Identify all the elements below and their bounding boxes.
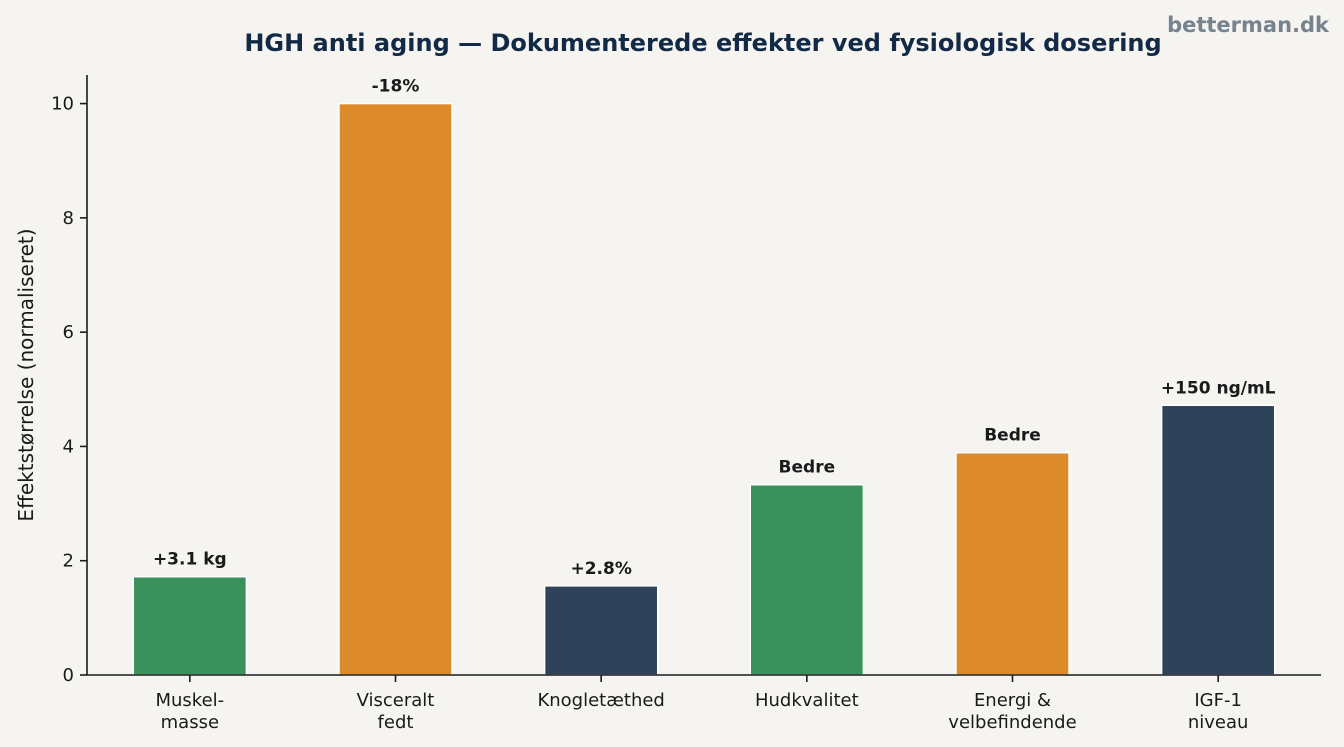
bar-value-label: +150 ng/mL [1161, 378, 1276, 398]
y-tick-label: 10 [51, 94, 74, 115]
x-tick-label: Energi & velbefindende [948, 690, 1076, 733]
bar [1160, 404, 1276, 676]
bar-value-labels: +3.1 kg -18% +2.8% Bedre Bedre +150 ng/mL [153, 77, 1276, 579]
bar-value-label: Bedre [779, 458, 836, 478]
y-axis-ticks: 0 2 4 6 8 10 [51, 94, 87, 686]
y-tick-label: 4 [63, 436, 74, 457]
y-tick-label: 6 [63, 322, 74, 343]
x-tick-label: IGF-1 niveau [1188, 690, 1249, 733]
watermark-text: betterman.dk [1167, 13, 1330, 37]
x-tick-label: Muskel-masse [155, 690, 224, 733]
x-tick-label: Visceralt fedt [357, 690, 435, 733]
x-tick-label: Knogletæthed [537, 690, 664, 711]
bars-group [132, 102, 1276, 676]
bar [543, 585, 659, 676]
y-tick-label: 0 [63, 665, 74, 686]
bar [338, 102, 453, 676]
y-tick-label: 2 [63, 551, 74, 572]
chart-title: HGH anti aging — Dokumenterede effekter … [244, 29, 1161, 57]
bar [749, 483, 865, 676]
bar-value-label: +2.8% [570, 559, 631, 579]
bar-value-label: Bedre [984, 426, 1041, 446]
x-axis-ticks: Muskel-masse Visceralt fedt Knogletæthed Hud… [155, 675, 1248, 733]
bar-value-label: -18% [372, 77, 420, 97]
y-axis-label: Effektstørrelse (normaliseret) [14, 228, 38, 521]
x-tick-label: Hudkvalitet [755, 690, 859, 711]
bar [955, 451, 1070, 676]
y-tick-label: 8 [63, 208, 74, 229]
bar-value-label: +3.1 kg [153, 550, 227, 570]
bar [132, 575, 248, 676]
